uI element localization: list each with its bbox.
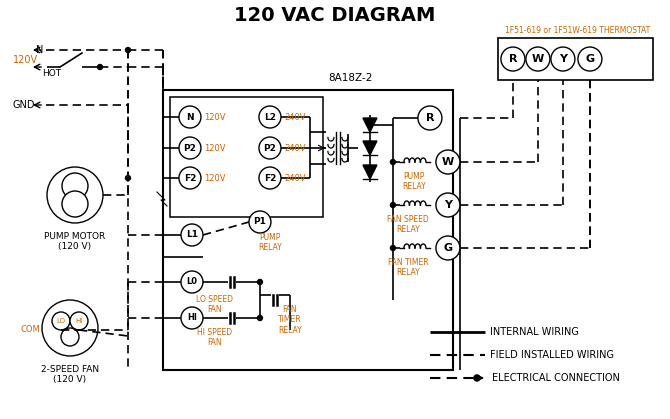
- Circle shape: [62, 173, 88, 199]
- FancyBboxPatch shape: [163, 90, 453, 370]
- Circle shape: [97, 65, 103, 70]
- Text: HOT: HOT: [42, 69, 61, 78]
- Circle shape: [179, 137, 201, 159]
- Text: 240V: 240V: [284, 144, 306, 153]
- Circle shape: [259, 106, 281, 128]
- Circle shape: [259, 167, 281, 189]
- Circle shape: [181, 224, 203, 246]
- Text: 2-SPEED FAN
(120 V): 2-SPEED FAN (120 V): [41, 365, 99, 384]
- Circle shape: [52, 312, 70, 330]
- Circle shape: [391, 202, 395, 207]
- Circle shape: [70, 312, 88, 330]
- Text: 120V: 120V: [204, 113, 226, 122]
- Text: GND: GND: [13, 100, 36, 110]
- Text: FAN SPEED
RELAY: FAN SPEED RELAY: [387, 215, 429, 234]
- Text: 120V: 120V: [204, 173, 226, 183]
- Text: P2: P2: [184, 144, 196, 153]
- Circle shape: [181, 271, 203, 293]
- Text: 240V: 240V: [284, 113, 306, 122]
- FancyBboxPatch shape: [498, 38, 653, 80]
- Circle shape: [181, 307, 203, 329]
- Text: R: R: [425, 113, 434, 123]
- Circle shape: [179, 167, 201, 189]
- Circle shape: [257, 279, 263, 285]
- Text: FIELD INSTALLED WIRING: FIELD INSTALLED WIRING: [490, 350, 614, 360]
- Text: 120V: 120V: [204, 144, 226, 153]
- Text: P2: P2: [263, 144, 277, 153]
- Text: R: R: [509, 54, 517, 64]
- Text: L0: L0: [186, 277, 198, 287]
- Polygon shape: [363, 165, 377, 179]
- Text: COM: COM: [20, 326, 40, 334]
- Text: PUMP
RELAY: PUMP RELAY: [402, 172, 426, 191]
- Text: Y: Y: [444, 200, 452, 210]
- Text: G: G: [586, 54, 594, 64]
- Circle shape: [125, 176, 131, 181]
- Circle shape: [436, 193, 460, 217]
- Circle shape: [62, 191, 88, 217]
- Text: INTERNAL WIRING: INTERNAL WIRING: [490, 327, 579, 337]
- Text: FAN
TIMER
RELAY: FAN TIMER RELAY: [278, 305, 302, 335]
- Circle shape: [391, 246, 395, 251]
- Text: F2: F2: [264, 173, 276, 183]
- Text: LO: LO: [56, 318, 66, 324]
- Circle shape: [257, 316, 263, 321]
- Text: F2: F2: [184, 173, 196, 183]
- Text: 240V: 240V: [284, 173, 306, 183]
- Text: FAN TIMER
RELAY: FAN TIMER RELAY: [388, 258, 428, 277]
- Text: HI: HI: [75, 318, 82, 324]
- Text: L2: L2: [264, 113, 276, 122]
- Text: 1F51-619 or 1F51W-619 THERMOSTAT: 1F51-619 or 1F51W-619 THERMOSTAT: [505, 26, 651, 35]
- Polygon shape: [363, 141, 377, 155]
- Circle shape: [474, 375, 480, 381]
- Circle shape: [125, 47, 131, 52]
- Text: HI: HI: [187, 313, 197, 323]
- Text: L1: L1: [186, 230, 198, 240]
- Text: 120V: 120V: [13, 55, 38, 65]
- FancyBboxPatch shape: [170, 97, 323, 217]
- Text: Y: Y: [559, 54, 567, 64]
- Text: 8A18Z-2: 8A18Z-2: [328, 73, 372, 83]
- Text: P1: P1: [253, 217, 267, 227]
- Text: 120 VAC DIAGRAM: 120 VAC DIAGRAM: [234, 5, 436, 25]
- Text: HI SPEED
FAN: HI SPEED FAN: [198, 328, 232, 347]
- Circle shape: [47, 167, 103, 223]
- Text: W: W: [532, 54, 544, 64]
- Text: ELECTRICAL CONNECTION: ELECTRICAL CONNECTION: [492, 373, 620, 383]
- Circle shape: [551, 47, 575, 71]
- Circle shape: [436, 236, 460, 260]
- Circle shape: [436, 150, 460, 174]
- Circle shape: [61, 328, 79, 346]
- Text: PUMP MOTOR
(120 V): PUMP MOTOR (120 V): [44, 232, 106, 251]
- Text: N: N: [186, 113, 194, 122]
- Circle shape: [391, 160, 395, 165]
- Circle shape: [501, 47, 525, 71]
- Circle shape: [526, 47, 550, 71]
- Circle shape: [418, 106, 442, 130]
- Polygon shape: [363, 118, 377, 132]
- Circle shape: [578, 47, 602, 71]
- Circle shape: [249, 211, 271, 233]
- Text: N: N: [36, 45, 44, 55]
- Circle shape: [42, 300, 98, 356]
- Circle shape: [259, 137, 281, 159]
- Text: W: W: [442, 157, 454, 167]
- Text: G: G: [444, 243, 452, 253]
- Text: LO SPEED
FAN: LO SPEED FAN: [196, 295, 233, 314]
- Text: PUMP
RELAY: PUMP RELAY: [258, 233, 282, 252]
- Circle shape: [179, 106, 201, 128]
